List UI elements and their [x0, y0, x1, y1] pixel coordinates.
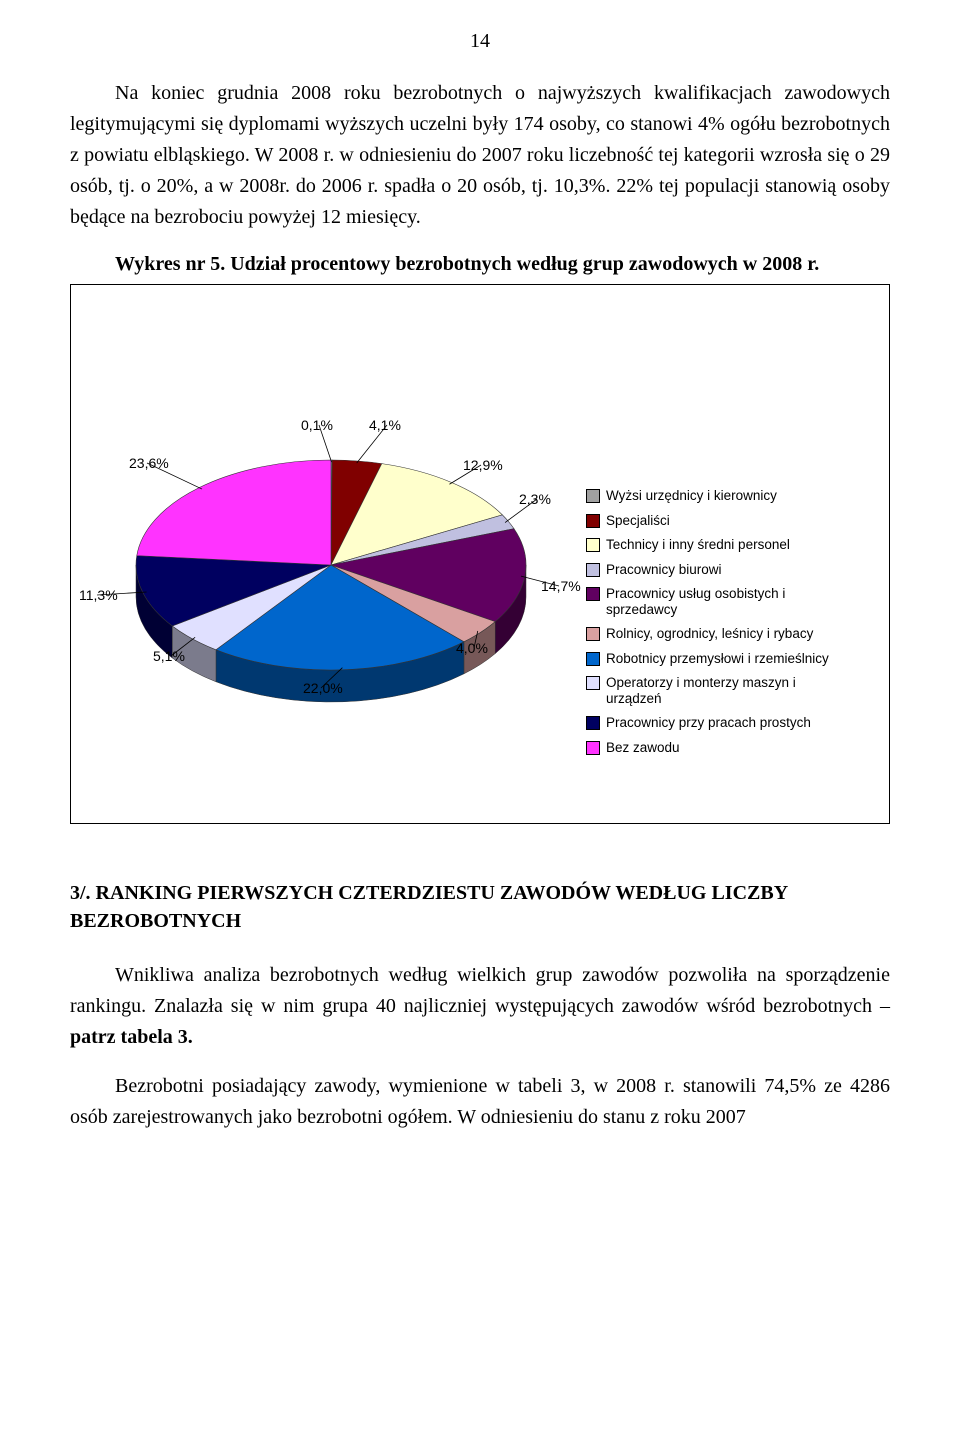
pie-slice-label: 22,0% [303, 680, 343, 696]
pie-slice-label: 4,0% [456, 640, 488, 656]
pie-slice-label: 23,6% [129, 455, 169, 471]
legend-label: Pracownicy usług osobistych i sprzedawcy [606, 586, 841, 617]
pie-slice-label: 0,1% [301, 417, 333, 433]
legend-item: Pracownicy usług osobistych i sprzedawcy [586, 586, 841, 617]
legend-label: Pracownicy biurowi [606, 562, 722, 578]
legend-label: Wyżsi urzędnicy i kierownicy [606, 488, 777, 504]
page-number: 14 [70, 30, 890, 53]
legend-item: Operatorzy i monterzy maszyn i urządzeń [586, 675, 841, 706]
legend-label: Rolnicy, ogrodnicy, leśnicy i rybacy [606, 626, 813, 642]
legend-swatch [586, 652, 600, 666]
legend-item: Technicy i inny średni personel [586, 537, 841, 553]
legend-item: Bez zawodu [586, 740, 841, 756]
legend-label: Bez zawodu [606, 740, 680, 756]
document-page: 14 Na koniec grudnia 2008 roku bezrobotn… [0, 0, 960, 1191]
pie-slice-label: 5,1% [153, 648, 185, 664]
legend-swatch [586, 676, 600, 690]
legend-swatch [586, 538, 600, 552]
pie-chart-frame: 0,1% 4,1% 12,9% 2,3% 14,7% 4,0% 22,0% 5,1% 11,3%… [70, 284, 890, 824]
legend-item: Pracownicy biurowi [586, 562, 841, 578]
legend-swatch [586, 489, 600, 503]
paragraph-1: Na koniec grudnia 2008 roku bezrobotnych… [70, 78, 890, 233]
legend-swatch [586, 563, 600, 577]
legend-label: Operatorzy i monterzy maszyn i urządzeń [606, 675, 841, 706]
section-heading: 3/. RANKING PIERWSZYCH CZTERDZIESTU ZAWO… [70, 879, 890, 935]
legend-swatch [586, 741, 600, 755]
pie-chart-svg [71, 285, 591, 825]
legend-item: Rolnicy, ogrodnicy, leśnicy i rybacy [586, 626, 841, 642]
pie-slice-label: 4,1% [369, 417, 401, 433]
pie-slice-label: 11,3% [79, 587, 118, 603]
legend-item: Pracownicy przy pracach prostych [586, 715, 841, 731]
legend-swatch [586, 514, 600, 528]
legend-label: Specjaliści [606, 513, 670, 529]
legend-swatch [586, 627, 600, 641]
legend-item: Wyżsi urzędnicy i kierownicy [586, 488, 841, 504]
pie-slice-label: 12,9% [463, 457, 503, 473]
legend-label: Pracownicy przy pracach prostych [606, 715, 811, 731]
legend-swatch [586, 587, 600, 601]
legend-item: Specjaliści [586, 513, 841, 529]
chart-legend: Wyżsi urzędnicy i kierownicy Specjaliści T… [586, 488, 841, 764]
pie-slice [137, 460, 331, 565]
pie-slice-label: 2,3% [519, 491, 551, 507]
chart-title: Wykres nr 5. Udział procentowy bezrobotn… [70, 253, 890, 276]
legend-label: Technicy i inny średni personel [606, 537, 790, 553]
legend-swatch [586, 716, 600, 730]
paragraph-3: Bezrobotni posiadający zawody, wymienion… [70, 1071, 890, 1133]
legend-item: Robotnicy przemysłowi i rzemieślnicy [586, 651, 841, 667]
paragraph-2: Wnikliwa analiza bezrobotnych według wie… [70, 960, 890, 1053]
legend-label: Robotnicy przemysłowi i rzemieślnicy [606, 651, 829, 667]
pie-slice-label: 14,7% [541, 578, 581, 594]
